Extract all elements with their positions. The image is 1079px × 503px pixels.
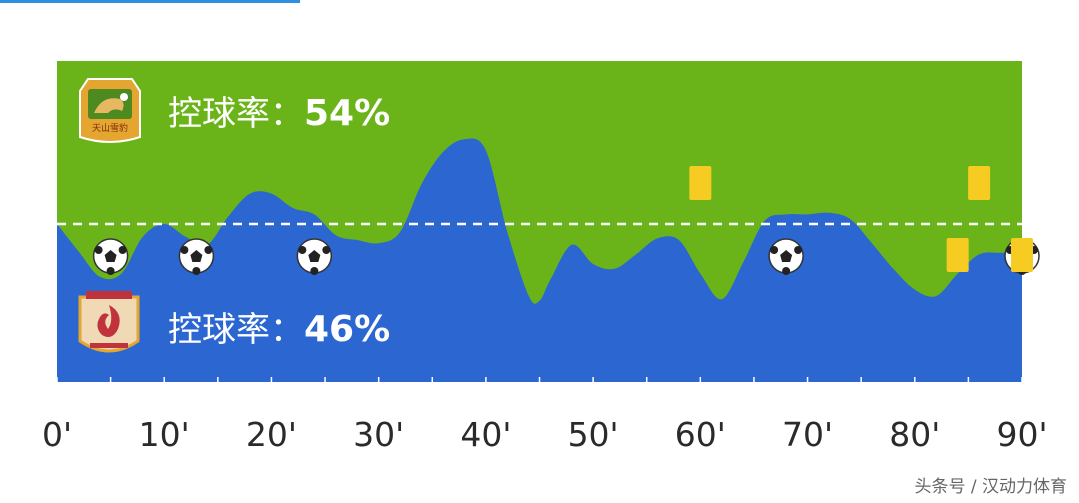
x-tick-label: 80' xyxy=(889,415,940,454)
x-tick-label: 70' xyxy=(782,415,833,454)
watermark: 头条号 / 汉动力体育 xyxy=(914,477,1067,497)
home-possession-value: 54% xyxy=(304,93,391,134)
x-tick-label: 10' xyxy=(139,415,190,454)
ball-patch xyxy=(204,246,213,254)
ball-patch xyxy=(104,250,117,262)
goal-ball-icon xyxy=(178,238,215,275)
ball-patch xyxy=(310,267,319,275)
ball-patch xyxy=(770,246,779,254)
x-tick-label: 0' xyxy=(42,415,72,454)
ball-patch xyxy=(308,250,321,262)
ball-patch xyxy=(106,267,115,275)
away-possession: 控球率： 46% xyxy=(168,302,390,351)
top-accent-bar xyxy=(0,0,300,3)
away-area xyxy=(57,138,1022,382)
ball-patch xyxy=(780,250,793,262)
goal-ball-icon xyxy=(92,238,129,275)
ball-patch xyxy=(118,246,127,254)
x-tick-label: 60' xyxy=(675,415,726,454)
away-team-crest-icon xyxy=(78,291,140,353)
ball-patch xyxy=(322,246,331,254)
away-possession-label: 控球率： xyxy=(168,310,304,350)
ball-patch xyxy=(298,246,307,254)
home-team-crest-icon: 天山雪豹 xyxy=(79,78,141,143)
goal-ball-icon xyxy=(296,238,333,275)
x-tick-label: 30' xyxy=(353,415,404,454)
match-events xyxy=(92,166,1040,275)
ball-patch xyxy=(782,267,791,275)
yellow-card-icon xyxy=(968,166,991,200)
ball-patch xyxy=(794,246,803,254)
ball-patch xyxy=(94,246,103,254)
x-tick-label: 90' xyxy=(996,415,1047,454)
x-tick-label: 40' xyxy=(460,415,511,454)
yellow-card-icon xyxy=(946,238,969,272)
yellow-card-icon xyxy=(1011,238,1033,272)
x-axis: 0' 10' 20' 30' 40' 50' 60' 70' 80' 90' xyxy=(42,377,1048,454)
x-tick-label: 50' xyxy=(568,415,619,454)
x-tick-label: 20' xyxy=(246,415,297,454)
home-crest-text: 天山雪豹 xyxy=(92,122,128,134)
goal-ball-icon xyxy=(768,238,804,275)
ball-patch xyxy=(180,246,189,254)
plot-area xyxy=(57,61,1024,382)
ball-patch xyxy=(192,267,201,275)
ball-patch xyxy=(190,250,203,262)
home-possession: 控球率： 54% xyxy=(168,86,390,135)
home-possession-label: 控球率： xyxy=(168,94,304,134)
yellow-card-icon xyxy=(689,166,712,200)
away-possession-value: 46% xyxy=(304,309,391,350)
